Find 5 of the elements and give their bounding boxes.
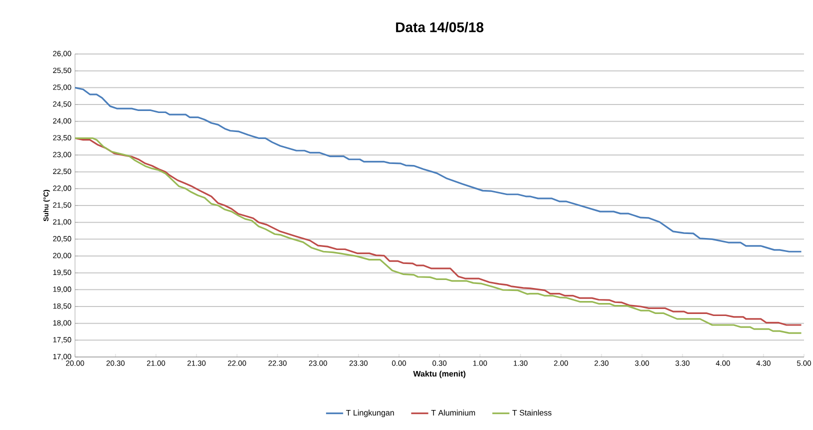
legend-label: T Stainless xyxy=(512,410,552,416)
legend-label: T Aluminium xyxy=(431,410,475,416)
chart-title: Data 14/05/18 xyxy=(396,22,484,32)
legend-label: T Lingkungan xyxy=(346,410,394,418)
x-axis-title: Waktu (menit) xyxy=(413,370,466,378)
